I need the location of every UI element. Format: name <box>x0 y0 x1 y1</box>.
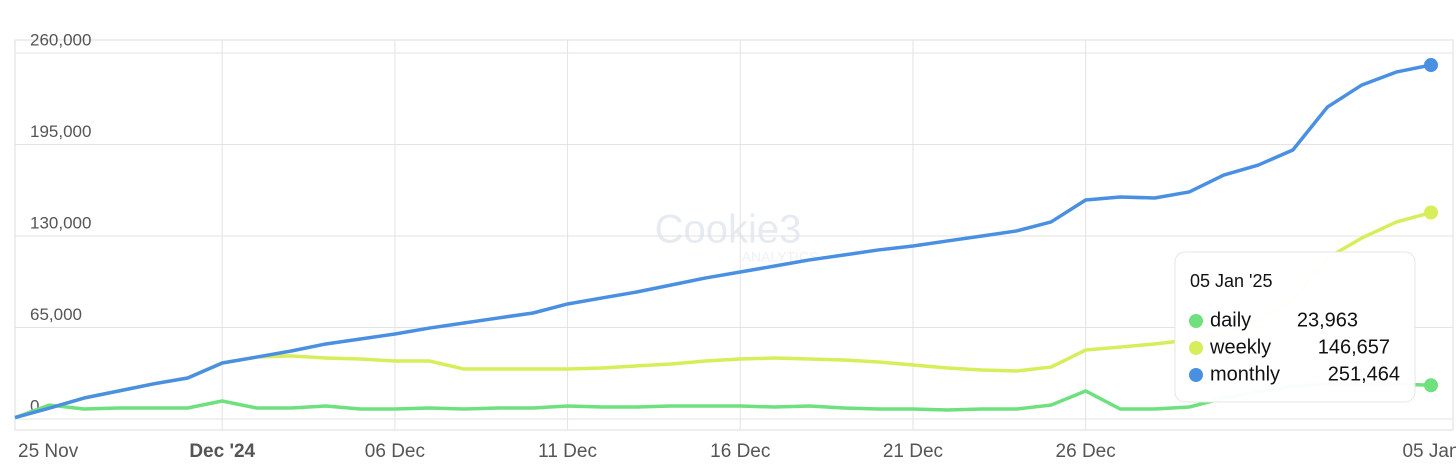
end-point <box>1424 58 1438 73</box>
tooltip-name: weekly <box>1209 336 1271 358</box>
line-series <box>14 382 1432 420</box>
tooltip: 05 Jan '25 daily 23,963 weekly 146,657 monthl… <box>1174 251 1416 403</box>
end-point <box>1424 205 1438 220</box>
tooltip-value: 251,464 <box>1328 363 1400 385</box>
x-tick-label: Dec '24 <box>189 441 255 462</box>
y-tick-label: 0 <box>30 396 39 415</box>
tooltip-name: daily <box>1210 309 1251 331</box>
tooltip-value: 23,963 <box>1297 309 1358 331</box>
watermark: Cookie3 <box>655 208 802 252</box>
tooltip-title: 05 Jan '25 <box>1190 271 1273 291</box>
tooltip-box <box>1174 251 1416 403</box>
x-tick-label: 11 Dec <box>538 441 597 462</box>
tooltip-swatch <box>1189 368 1203 382</box>
y-tick-label: 195,000 <box>30 122 91 141</box>
x-tick-label: 16 Dec <box>710 441 770 462</box>
tooltip-name: monthly <box>1210 363 1280 385</box>
tooltip-value: 146,657 <box>1318 336 1390 358</box>
x-tick-label: 25 Nov <box>18 441 79 462</box>
watermark-sub: ANALYTICS <box>742 249 819 265</box>
x-tick-label: 21 Dec <box>883 441 943 462</box>
plot-frame <box>14 39 1454 431</box>
tooltip-swatch <box>1189 341 1203 355</box>
x-tick-label: 26 Dec <box>1056 441 1116 462</box>
y-tick-label: 130,000 <box>30 213 91 232</box>
tooltip-swatch <box>1189 314 1203 328</box>
x-tick-label: 05 Jan <box>1402 441 1456 462</box>
y-tick-label: 65,000 <box>30 305 82 324</box>
end-point <box>1424 378 1438 393</box>
x-tick-label: 06 Dec <box>365 441 425 462</box>
line-series <box>14 63 1432 420</box>
y-tick-label: 260,000 <box>30 30 91 49</box>
